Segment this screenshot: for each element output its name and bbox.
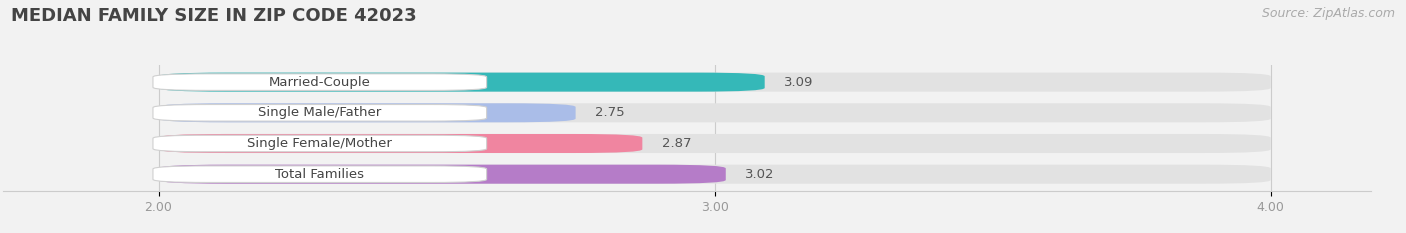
Text: Single Female/Mother: Single Female/Mother — [247, 137, 392, 150]
FancyBboxPatch shape — [153, 74, 486, 90]
FancyBboxPatch shape — [159, 73, 765, 92]
FancyBboxPatch shape — [153, 105, 486, 121]
Text: 2.75: 2.75 — [595, 106, 624, 119]
Text: Married-Couple: Married-Couple — [269, 76, 371, 89]
FancyBboxPatch shape — [159, 103, 575, 122]
Text: 3.02: 3.02 — [745, 168, 775, 181]
Text: MEDIAN FAMILY SIZE IN ZIP CODE 42023: MEDIAN FAMILY SIZE IN ZIP CODE 42023 — [11, 7, 416, 25]
FancyBboxPatch shape — [159, 73, 1271, 92]
FancyBboxPatch shape — [159, 103, 1271, 122]
Text: Single Male/Father: Single Male/Father — [259, 106, 381, 119]
Text: Source: ZipAtlas.com: Source: ZipAtlas.com — [1261, 7, 1395, 20]
Text: Total Families: Total Families — [276, 168, 364, 181]
FancyBboxPatch shape — [159, 134, 1271, 153]
FancyBboxPatch shape — [159, 165, 1271, 184]
FancyBboxPatch shape — [153, 166, 486, 182]
Text: 2.87: 2.87 — [662, 137, 692, 150]
Text: 3.09: 3.09 — [785, 76, 814, 89]
FancyBboxPatch shape — [153, 135, 486, 152]
FancyBboxPatch shape — [159, 134, 643, 153]
FancyBboxPatch shape — [159, 165, 725, 184]
